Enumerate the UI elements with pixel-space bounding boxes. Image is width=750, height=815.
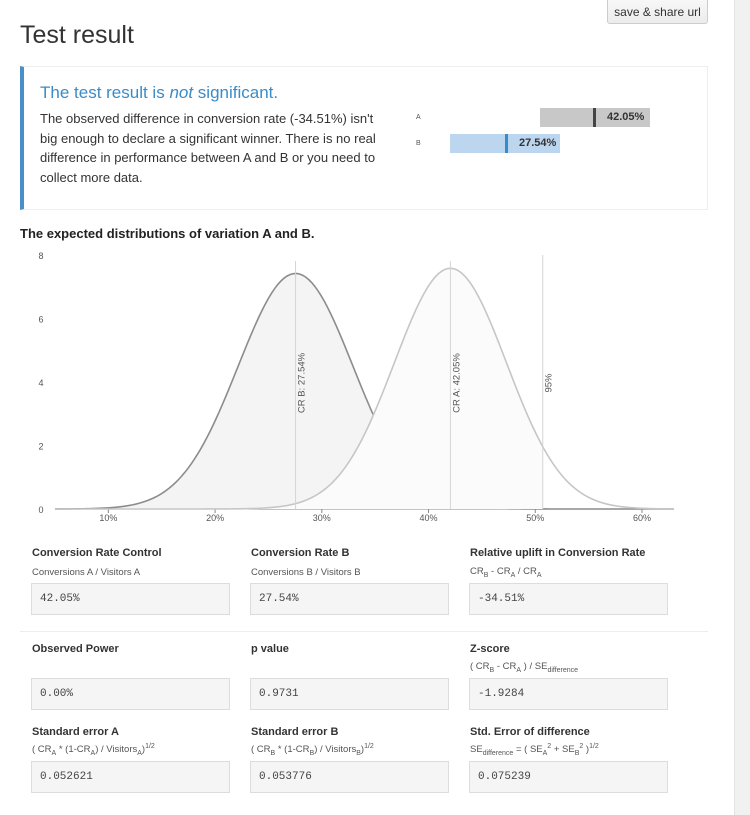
page-title: Test result xyxy=(20,21,134,49)
x-tick-label: 20% xyxy=(206,513,224,523)
se-a-formula: ( CRA * (1-CRA) / VisitorsA)1/2 xyxy=(32,743,155,758)
y-tick-label: 8 xyxy=(38,251,43,261)
cr-b-label: Conversion Rate B xyxy=(251,547,350,559)
se-diff-value: 0.075239 xyxy=(469,761,668,793)
power-label: Observed Power xyxy=(32,643,119,655)
y-tick-label: 2 xyxy=(38,442,43,452)
se-diff-label: Std. Error of difference xyxy=(470,726,590,738)
bar-a-value: 42.05% xyxy=(607,111,645,123)
result-panel: The test result is not significant. The … xyxy=(20,66,708,210)
x-tick-label: 60% xyxy=(633,513,651,523)
pvalue-label: p value xyxy=(251,643,289,655)
distribution-fill-a xyxy=(55,268,543,509)
cr-control-formula: Conversions A / Visitors A xyxy=(32,567,141,578)
uplift-value: -34.51% xyxy=(469,583,668,615)
distribution-fill-b xyxy=(55,273,674,509)
distribution-curve-a xyxy=(55,267,675,510)
save-share-url-button[interactable]: save & share url xyxy=(607,0,708,24)
bar-b-marker xyxy=(505,134,508,153)
cr-control-label: Conversion Rate Control xyxy=(32,547,162,559)
result-description: The observed difference in conversion ra… xyxy=(40,111,376,186)
cr-b-value: 27.54% xyxy=(250,583,449,615)
se-b-value: 0.053776 xyxy=(250,761,449,793)
headline-suffix: significant. xyxy=(193,83,279,102)
zscore-label: Z-score xyxy=(470,643,510,655)
marker-label: CR B: 27.54% xyxy=(297,352,308,413)
bar-a-marker xyxy=(593,108,596,127)
x-tick-label: 10% xyxy=(99,513,117,523)
se-b-formula: ( CRB * (1-CRB) / VisitorsB)1/2 xyxy=(251,743,374,758)
y-tick-label: 6 xyxy=(38,315,43,325)
bar-b-value: 27.54% xyxy=(519,137,557,149)
cr-b-formula: Conversions B / Visitors B xyxy=(251,567,361,578)
se-a-value: 0.052621 xyxy=(31,761,230,793)
zscore-value: -1.9284 xyxy=(469,678,668,710)
headline-emphasis: not xyxy=(169,83,194,102)
bar-label-b: B xyxy=(416,140,421,147)
se-b-label: Standard error B xyxy=(251,726,339,738)
uplift-label: Relative uplift in Conversion Rate xyxy=(470,547,646,559)
divider xyxy=(20,631,708,632)
marker-label: 95% xyxy=(544,373,555,393)
y-tick-label: 0 xyxy=(38,505,43,515)
y-tick-label: 4 xyxy=(38,378,43,388)
x-tick-label: 30% xyxy=(313,513,331,523)
marker-label: CR A: 42.05% xyxy=(451,353,462,413)
distribution-curve-b xyxy=(54,272,674,510)
distribution-chart: 0 2 4 6 8 10% 20% 30% 40% 50% 60% CR B: 27.54% CR A:… xyxy=(38,251,675,523)
headline-prefix: The test result is xyxy=(40,83,170,102)
distribution-title: The expected distributions of variation … xyxy=(20,226,315,241)
x-tick-label: 50% xyxy=(526,513,544,523)
power-value: 0.00% xyxy=(31,678,230,710)
zscore-formula: ( CRB - CRA ) / SEdifference xyxy=(470,661,579,674)
se-diff-formula: SEdifference = ( SEA2 + SEB2 )1/2 xyxy=(470,743,599,758)
cr-control-value: 42.05% xyxy=(31,583,230,615)
result-headline: The test result is not significant. xyxy=(40,83,278,103)
se-a-label: Standard error A xyxy=(32,726,120,738)
bar-label-a: A xyxy=(416,114,421,121)
x-tick-label: 40% xyxy=(420,513,438,523)
scrollbar[interactable] xyxy=(734,0,750,815)
pvalue-value: 0.9731 xyxy=(250,678,449,710)
uplift-formula: CRB - CRA / CRA xyxy=(470,566,542,579)
